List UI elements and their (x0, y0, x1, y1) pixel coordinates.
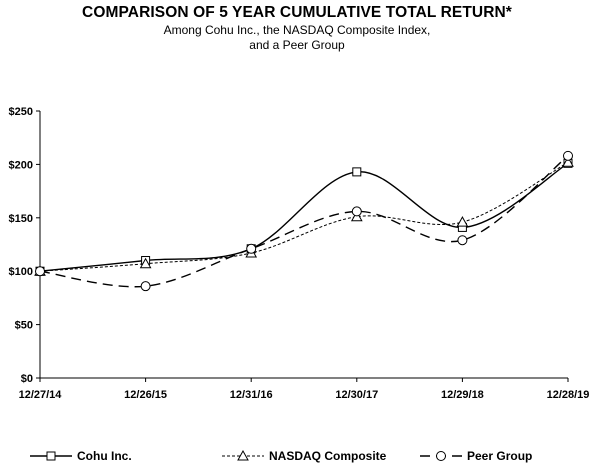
chart-title: COMPARISON OF 5 YEAR CUMULATIVE TOTAL RE… (82, 4, 512, 21)
chart-subtitle-line-1: Among Cohu Inc., the NASDAQ Composite In… (163, 23, 431, 37)
legend-marker-triangle (237, 449, 249, 461)
series-line-circle (39, 155, 569, 288)
data-point-triangle (139, 257, 152, 269)
chart-subtitle-line-2: and a Peer Group (249, 38, 345, 52)
y-tick-label: $0 (21, 373, 33, 385)
data-point-square (352, 167, 362, 177)
data-point-circle (246, 243, 257, 254)
x-tick-label: 12/30/17 (335, 389, 378, 401)
legend-marker-square (46, 451, 56, 461)
series-line-triangle (39, 161, 569, 272)
x-tick-label: 12/27/14 (19, 389, 63, 401)
data-point-circle (563, 150, 573, 161)
x-tick-label: 12/28/19 (547, 389, 590, 401)
series-line-square (39, 162, 569, 272)
legend-label-square: Cohu Inc. (77, 449, 132, 463)
y-tick-label: $200 (9, 159, 33, 171)
legend-label-triangle: NASDAQ Composite (269, 449, 387, 463)
data-point-triangle (562, 156, 574, 167)
x-tick-label: 12/31/16 (230, 389, 273, 401)
data-point-circle (457, 235, 468, 246)
x-tick-label: 12/26/15 (124, 389, 167, 401)
data-point-circle (35, 266, 45, 277)
y-tick-label: $150 (9, 213, 33, 225)
x-tick-label: 12/29/18 (441, 389, 484, 401)
data-point-circle (351, 206, 362, 217)
y-tick-label: $250 (9, 106, 33, 118)
legend-label-circle: Peer Group (467, 449, 532, 463)
y-tick-label: $50 (15, 320, 33, 332)
data-point-triangle (456, 216, 469, 227)
data-point-circle (140, 281, 151, 292)
legend-marker-circle (436, 451, 446, 461)
y-tick-label: $100 (9, 266, 33, 278)
